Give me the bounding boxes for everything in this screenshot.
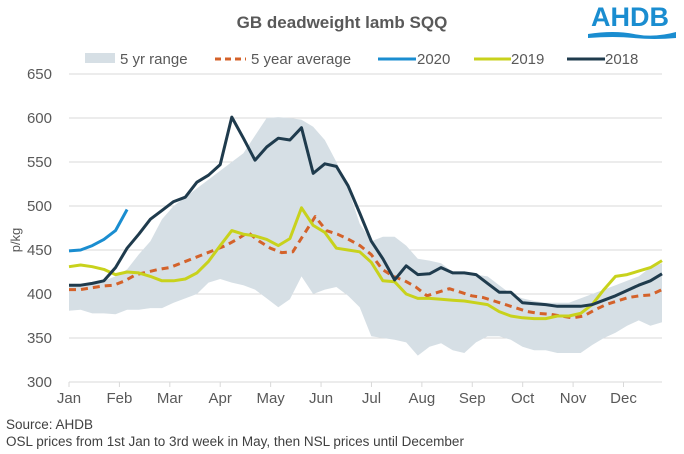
legend-label-2018: 2018 bbox=[605, 51, 638, 68]
x-tick-aug: Aug bbox=[409, 390, 436, 407]
legend-label-2019: 2019 bbox=[511, 51, 544, 68]
legend: 5 yr range 5 year average 2020 2019 2018 bbox=[85, 51, 638, 68]
y-tick-500: 500 bbox=[27, 198, 52, 215]
y-tick-450: 450 bbox=[27, 242, 52, 259]
plot-area bbox=[68, 115, 663, 356]
y-tick-650: 650 bbox=[27, 66, 52, 83]
x-tick-jun: Jun bbox=[309, 390, 333, 407]
y-axis-label: p/kg bbox=[8, 228, 23, 253]
legend-label-2020: 2020 bbox=[417, 51, 450, 68]
x-tick-labels: Jan Feb Mar Apr May Jun Jul Aug Sep Oct Nov Dec bbox=[57, 382, 637, 407]
legend-item-average: 5 year average bbox=[215, 51, 351, 68]
legend-item-2020: 2020 bbox=[378, 51, 450, 68]
source-note: Source: AHDB bbox=[6, 417, 94, 432]
ahdb-logo: AHDB bbox=[584, 0, 676, 49]
series-line-2018 bbox=[69, 115, 663, 308]
x-tick-apr: Apr bbox=[209, 390, 232, 407]
y-tick-350: 350 bbox=[27, 330, 52, 347]
range-area bbox=[69, 117, 662, 356]
x-tick-nov: Nov bbox=[560, 390, 587, 407]
x-tick-sep: Sep bbox=[459, 390, 486, 407]
legend-label-range: 5 yr range bbox=[120, 51, 188, 68]
logo-text: AHDB bbox=[591, 2, 669, 32]
legend-item-2019: 2019 bbox=[474, 51, 544, 68]
series-line-2020 bbox=[68, 208, 129, 253]
y-tick-550: 550 bbox=[27, 154, 52, 171]
y-tick-300: 300 bbox=[27, 374, 52, 391]
y-tick-labels: 300 350 400 450 500 550 600 650 bbox=[27, 66, 52, 391]
x-tick-dec: Dec bbox=[610, 390, 637, 407]
price-note: OSL prices from 1st Jan to 3rd week in M… bbox=[6, 434, 464, 449]
chart-title: GB deadweight lamb SQQ bbox=[237, 13, 448, 32]
logo-wave-icon bbox=[588, 32, 676, 39]
x-tick-mar: Mar bbox=[157, 390, 183, 407]
legend-item-2018: 2018 bbox=[567, 51, 638, 68]
y-tick-400: 400 bbox=[27, 286, 52, 303]
x-tick-jan: Jan bbox=[57, 390, 81, 407]
x-tick-feb: Feb bbox=[106, 390, 132, 407]
legend-item-range: 5 yr range bbox=[85, 51, 188, 68]
series-line-2019 bbox=[68, 206, 663, 321]
x-tick-jul: Jul bbox=[362, 390, 381, 407]
series-line-5-year-average bbox=[69, 215, 663, 320]
legend-swatch-range bbox=[85, 53, 115, 63]
x-tick-oct: Oct bbox=[511, 390, 535, 407]
x-tick-may: May bbox=[256, 390, 285, 407]
y-tick-600: 600 bbox=[27, 110, 52, 127]
legend-label-average: 5 year average bbox=[251, 51, 351, 68]
